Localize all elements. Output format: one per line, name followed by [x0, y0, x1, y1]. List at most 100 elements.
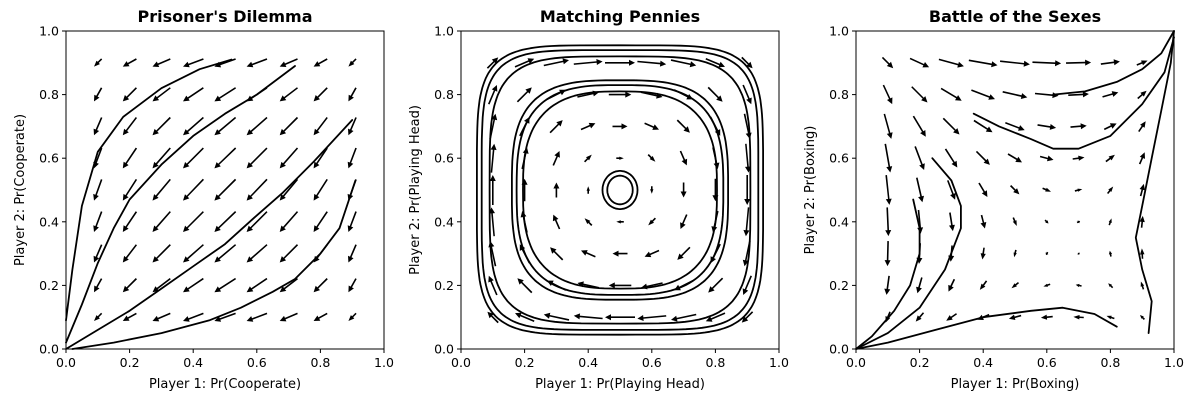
x-tick-label: 0.0: [846, 355, 866, 370]
vector-arrow: [1105, 154, 1115, 163]
vector-arrow: [942, 117, 960, 135]
vector-arrow: [742, 84, 752, 105]
vector-arrow: [489, 207, 495, 237]
trajectory-line: [1134, 30, 1175, 334]
vector-arrow: [912, 115, 926, 137]
vector-arrow: [1140, 315, 1145, 320]
vector-arrow: [279, 312, 298, 322]
vector-arrow: [348, 58, 357, 67]
vector-arrow: [514, 58, 535, 68]
vector-arrow: [712, 178, 719, 202]
vector-arrow: [93, 211, 103, 232]
vector-arrow: [1005, 122, 1025, 131]
vector-arrow: [521, 147, 529, 170]
trajectory-line: [515, 84, 725, 296]
vector-arrow: [183, 87, 204, 102]
vector-arrow: [705, 312, 726, 322]
vector-arrow: [644, 122, 659, 130]
y-tick-label: 0.8: [434, 87, 454, 102]
vector-arrow: [552, 214, 561, 230]
vector-arrow: [948, 278, 956, 292]
trajectory-line: [606, 174, 634, 206]
vector-arrow: [1108, 283, 1114, 289]
vector-arrow: [246, 244, 268, 263]
y-axis-label: Player 2: Pr(Boxing): [803, 126, 818, 255]
vector-arrow: [152, 244, 171, 263]
trajectory-line: [65, 119, 354, 350]
vector-arrow: [616, 156, 624, 160]
vector-arrow: [1073, 315, 1084, 320]
vector-arrow: [546, 280, 567, 291]
vector-arrow: [152, 312, 171, 322]
vector-arrow: [1008, 314, 1022, 320]
vector-arrow: [279, 116, 299, 136]
trajectory-line: [855, 157, 962, 350]
y-tick-label: 0.4: [39, 214, 59, 229]
vector-arrow: [916, 243, 923, 264]
vector-arrow: [608, 91, 632, 98]
vector-arrow: [1138, 121, 1146, 132]
vector-arrow: [152, 278, 171, 293]
vector-arrow: [246, 58, 268, 68]
vector-arrow: [577, 281, 600, 289]
x-axis-label: Player 1: Pr(Playing Head): [535, 377, 705, 392]
vector-arrow: [1068, 91, 1089, 98]
vector-arrow: [1138, 152, 1145, 165]
vector-arrow: [743, 207, 750, 237]
vector-arrow: [584, 154, 592, 163]
vector-arrow: [637, 60, 667, 67]
vector-arrow: [1070, 123, 1087, 130]
vector-arrow: [122, 244, 137, 263]
y-axis-label: Player 2: Pr(Playing Head): [408, 105, 423, 275]
vector-arrow: [980, 214, 987, 229]
vector-arrow: [644, 249, 660, 258]
vector-arrow: [152, 87, 171, 102]
vector-arrow: [550, 247, 564, 261]
trajectory-line: [972, 36, 1175, 150]
vector-arrow: [909, 57, 930, 68]
vector-arrow: [1100, 59, 1120, 66]
vector-arrow: [93, 179, 103, 201]
vector-arrow: [680, 214, 688, 229]
y-tick-label: 0.2: [434, 278, 454, 293]
vector-arrow: [975, 150, 990, 165]
x-tick-label: 0.8: [310, 355, 330, 370]
vector-arrow: [313, 312, 328, 321]
vector-arrow: [745, 143, 751, 173]
vector-arrow: [214, 178, 237, 201]
x-tick-label: 0.4: [578, 355, 598, 370]
vector-arrow: [947, 180, 956, 200]
vector-arrow: [971, 89, 995, 100]
chart-title: Battle of the Sexes: [929, 7, 1101, 26]
vector-arrow: [1040, 314, 1053, 320]
vector-arrow: [977, 313, 990, 320]
x-axis-label: Player 1: Pr(Boxing): [951, 377, 1080, 392]
panel-prisoners-dilemma: Prisoner's Dilemma Player 1: Pr(Cooperat…: [13, 7, 394, 392]
vector-arrow: [183, 211, 204, 232]
vector-arrow: [122, 179, 138, 201]
vector-arrow: [487, 311, 499, 324]
vector-arrow: [743, 113, 752, 139]
vector-arrow: [1074, 188, 1083, 192]
vector-arrow: [741, 311, 754, 323]
vector-arrow: [968, 59, 998, 68]
vector-arrow: [608, 282, 632, 289]
vector-arrow: [709, 116, 721, 136]
vector-arrow: [673, 89, 694, 100]
plot-frame: [855, 30, 1175, 350]
vector-arrow: [313, 244, 328, 263]
vector-arrow: [183, 277, 204, 293]
vector-arrow: [1043, 283, 1051, 287]
vector-arrow: [711, 210, 719, 233]
vector-arrow: [914, 146, 925, 170]
y-tick-label: 0.2: [829, 278, 849, 293]
vector-arrow: [347, 147, 357, 169]
trajectory-line: [476, 44, 764, 336]
x-tick-label: 0.4: [973, 355, 993, 370]
vector-arrow: [279, 147, 299, 169]
y-tick-label: 0.0: [829, 342, 849, 357]
vector-arrow: [279, 278, 298, 293]
vector-arrow: [246, 277, 268, 293]
vector-arrow: [348, 278, 357, 293]
vector-arrow: [486, 57, 499, 69]
